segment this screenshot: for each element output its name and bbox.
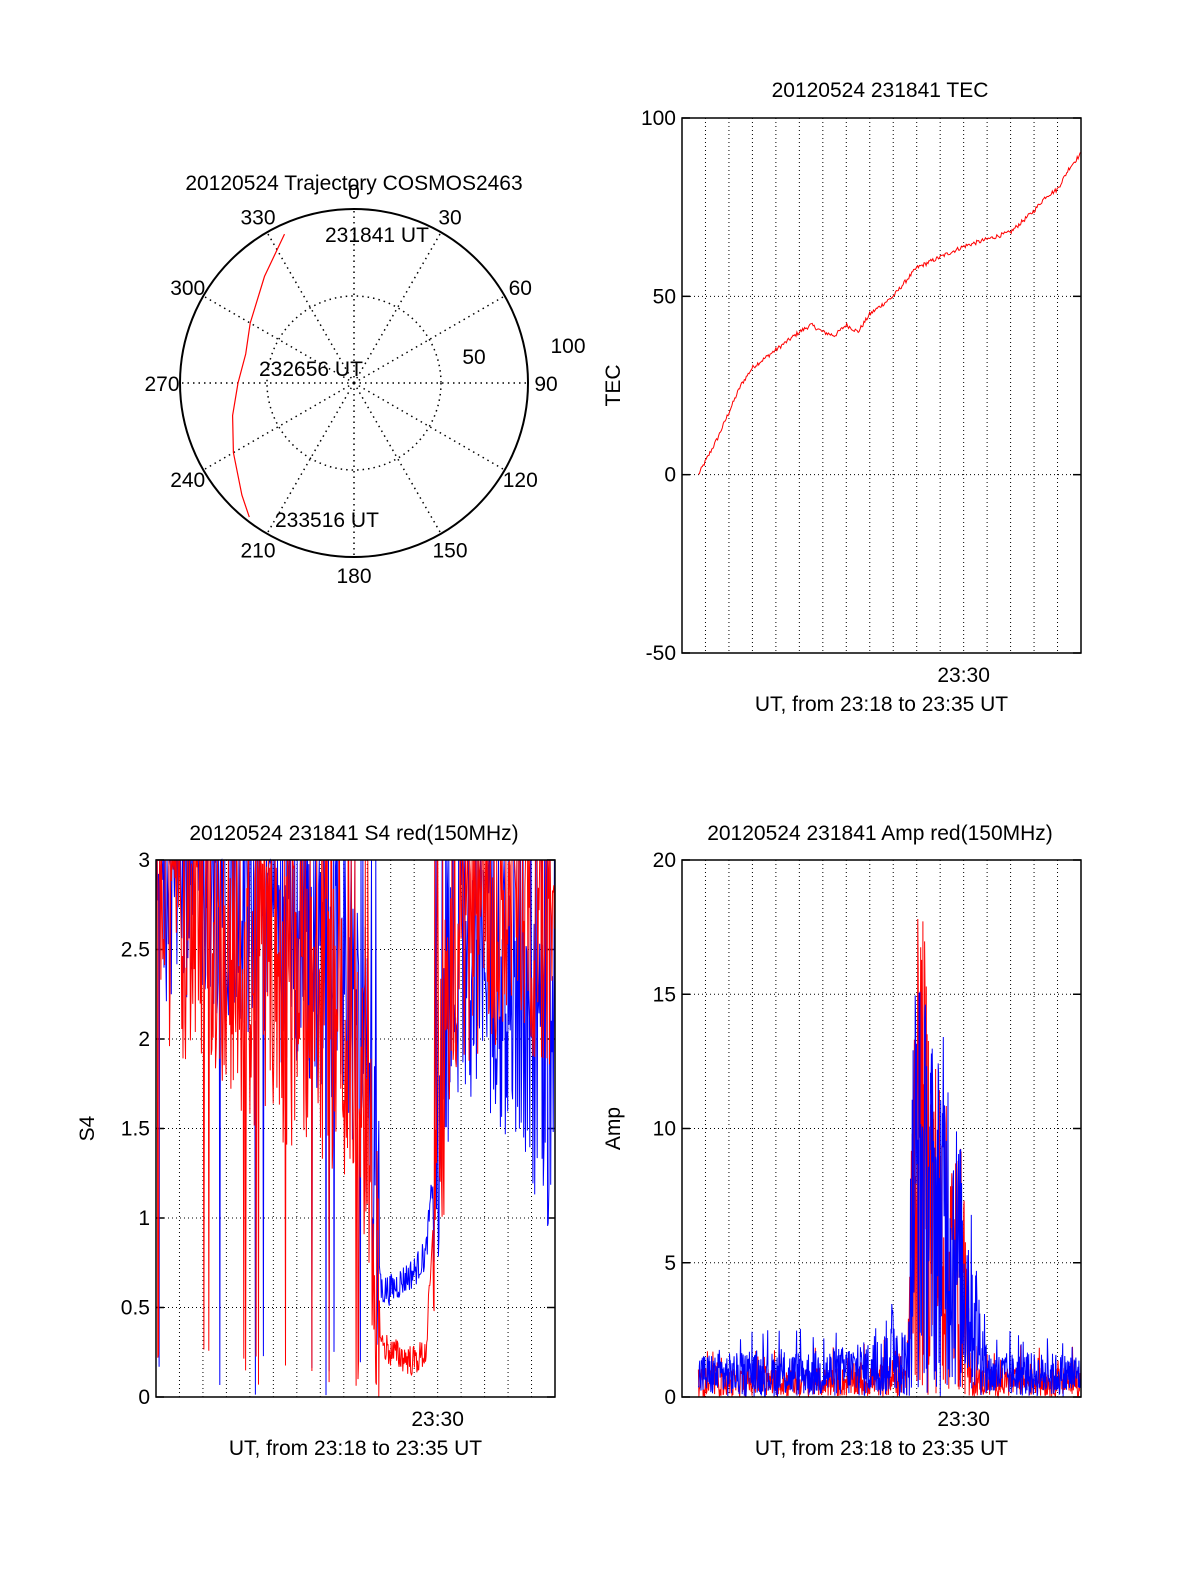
polar-azimuth-label-300: 300 [170,277,205,300]
s4-y-tick-label: 0.5 [121,1297,150,1320]
tec-y-ticks: -50 0 50 100 [641,107,1081,665]
polar-azimuth-label-330: 330 [240,207,275,230]
polar-spoke-300 [202,295,355,384]
amp-y-axis-label: Amp [602,1107,625,1150]
s4-y-tick-label: 3 [138,849,150,872]
polar-azimuth-label-120: 120 [503,469,538,492]
s4-y-tick-label: 0 [138,1386,150,1409]
s4-y-tick-label: 1.5 [121,1118,150,1141]
s4-y-tick-label: 2.5 [121,939,150,962]
amp-title: 20120524 231841 Amp red(150MHz) [707,822,1053,845]
tec-x-axis-label: UT, from 23:18 to 23:35 UT [755,693,1008,716]
s4-x-axis-label: UT, from 23:18 to 23:35 UT [229,1437,482,1460]
amp-data [697,918,1082,1399]
amp-y-tick-label: 20 [653,849,676,872]
polar-inner-circle [266,295,442,471]
s4-plot: 20120524 231841 S4 red(150MHz) 0 0.5 1 1.5 2… [76,822,556,1460]
polar-azimuth-label-30: 30 [438,207,461,230]
tec-x-tick-label: 23:30 [937,664,990,687]
polar-azimuth-label-90: 90 [534,373,557,396]
polar-trajectory-line [231,233,286,518]
polar-spoke-210 [266,382,355,535]
polar-azimuth-label-180: 180 [336,565,371,588]
amp-y-tick-label: 5 [664,1252,676,1275]
polar-spoke-240 [202,382,355,471]
amp-series-1-line [697,991,1082,1398]
s4-title: 20120524 231841 S4 red(150MHz) [189,822,518,845]
amp-x-axis-label: UT, from 23:18 to 23:35 UT [755,1437,1008,1460]
polar-azimuth-label-210: 210 [240,539,275,562]
s4-data [155,858,556,1398]
polar-azimuth-labels: 0 30 60 90 120 150 180 210 240 270 300 330 [144,181,557,588]
polar-spokes [180,209,528,557]
polar-annotation-start: 231841 UT [325,224,429,247]
amp-y-tick-label: 10 [653,1118,676,1141]
s4-x-tick-label: 23:30 [411,1408,464,1431]
polar-spoke-330 [266,231,355,384]
polar-annotation-end: 233516 UT [275,509,379,532]
tec-y-tick-label: 100 [641,107,676,130]
tec-y-tick-label: -50 [646,642,676,665]
amp-x-tick-label: 23:30 [937,1408,990,1431]
polar-azimuth-label-240: 240 [170,469,205,492]
s4-frame [155,859,556,1398]
tec-frame [681,117,1082,654]
polar-azimuth-label-60: 60 [509,277,532,300]
tec-data [698,151,1082,475]
amp-y-tick-label: 0 [664,1386,676,1409]
tec-series-0-line [698,151,1082,475]
amp-grid [682,860,1081,1397]
polar-title: 20120524 Trajectory COSMOS2463 [185,172,522,195]
tec-y-axis-label: TEC [602,365,625,407]
polar-outer-circle [179,208,529,558]
s4-y-axis-label: S4 [76,1115,99,1141]
polar-spoke-60 [353,295,506,384]
polar-spoke-150 [353,382,442,535]
polar-trajectory-plot: 20120524 Trajectory COSMOS2463 0 30 60 90 12… [144,172,585,588]
tec-y-tick-label: 0 [664,464,676,487]
amp-series-0-line [697,918,1082,1399]
amp-frame [681,859,1082,1398]
tec-plot: 20120524 231841 TEC -50 0 50 100 23:30 UT, … [602,79,1082,716]
polar-radius-label-50: 50 [462,346,485,369]
polar-annotation-mid: 232656 UT [259,358,363,381]
s4-series-1-line [156,859,556,1398]
tec-grid [682,118,1081,653]
s4-y-tick-label: 2 [138,1028,150,1051]
s4-y-tick-label: 1 [138,1207,150,1230]
polar-azimuth-label-270: 270 [144,373,179,396]
polar-azimuth-label-150: 150 [432,539,467,562]
polar-azimuth-label-0: 0 [348,181,360,204]
polar-radius-label-100: 100 [550,335,585,358]
polar-spoke-30 [353,231,442,384]
tec-y-tick-label: 50 [653,285,676,308]
amp-y-tick-label: 15 [653,983,676,1006]
amp-plot: 20120524 231841 Amp red(150MHz) 0 5 10 15 20… [602,822,1082,1460]
polar-spoke-120 [353,382,506,471]
tec-title: 20120524 231841 TEC [772,79,989,102]
